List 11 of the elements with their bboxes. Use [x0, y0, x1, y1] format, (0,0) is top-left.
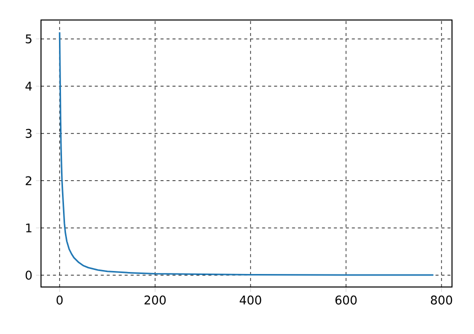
y-tick-label: 2	[26, 176, 32, 186]
x-tick-label: 0	[56, 296, 63, 305]
y-tick-label: 4	[25, 82, 32, 91]
y-tick-label: 1	[26, 224, 32, 232]
x-tick-label: 800	[430, 296, 452, 305]
y-tick-label: 0	[26, 270, 32, 280]
x-tick-label: 200	[144, 296, 166, 305]
y-tick-label: 5	[26, 34, 32, 44]
x-tick-label: 400	[240, 296, 262, 305]
y-tick-label: 3	[26, 128, 32, 138]
x-tick-label: 600	[335, 296, 357, 305]
